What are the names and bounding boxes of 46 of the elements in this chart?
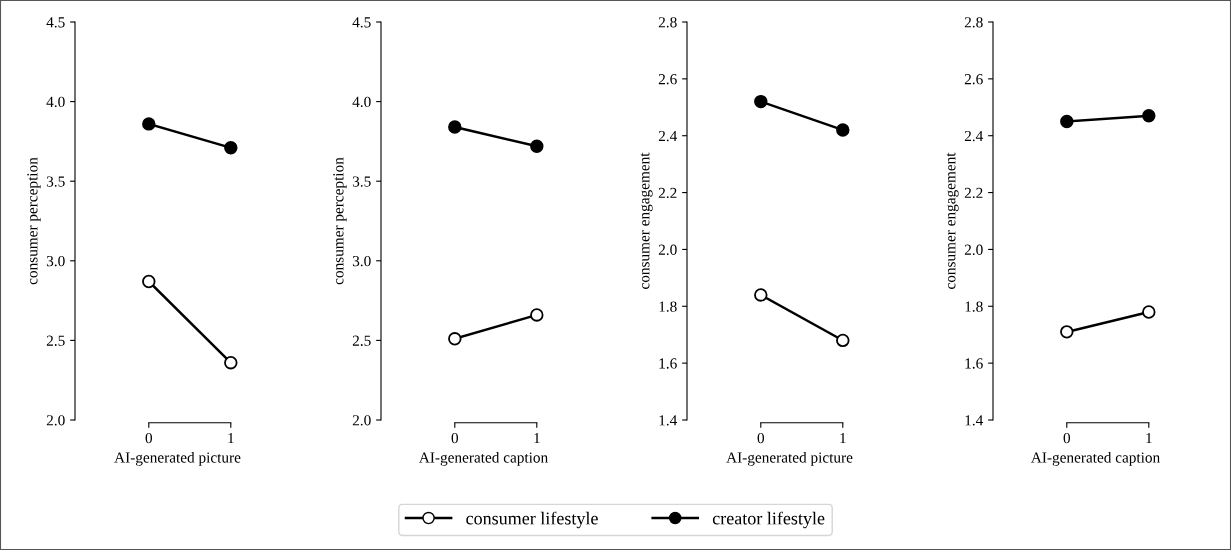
y-tick-label: 2.4 — [964, 130, 984, 142]
y-tick-label: 1.4 — [965, 415, 984, 426]
y-tick-label: 2.0 — [964, 244, 983, 255]
y-tick-label: 1.4 — [659, 415, 678, 426]
y-axis-title: consumer engagement — [946, 152, 959, 289]
y-axis-title: consumer perception — [27, 157, 41, 285]
x-tick-label: 0 — [1063, 432, 1071, 444]
y-tick-label: 4.0 — [352, 96, 371, 108]
x-tick-label: 0 — [757, 432, 765, 444]
y-tick-label: 2.0 — [46, 415, 65, 426]
y-tick-label: 4.0 — [46, 96, 65, 108]
y-axis-title: consumer engagement — [640, 152, 653, 289]
y-tick-label: 1.6 — [965, 358, 983, 369]
y-tick-label: 2.2 — [658, 187, 677, 199]
y-tick-label: 4.5 — [46, 17, 65, 28]
x-axis-title: AI-generated picture — [726, 451, 853, 466]
y-tick-label: 2.8 — [658, 17, 677, 28]
y-tick-label: 3.0 — [352, 255, 371, 267]
y-axis-title: consumer perception — [333, 157, 347, 285]
x-tick-label: 1 — [534, 433, 540, 444]
x-tick-label: 0 — [451, 432, 459, 444]
x-tick-label: 1 — [228, 433, 234, 444]
legend-label: creator lifestyle — [712, 511, 825, 529]
y-tick-label: 2.4 — [658, 130, 678, 142]
y-tick-label: 2.5 — [46, 335, 65, 346]
x-axis-title: AI-generated caption — [1030, 451, 1160, 466]
y-tick-label: 1.6 — [659, 358, 677, 369]
y-tick-label: 2.0 — [658, 244, 677, 255]
y-tick-label: 2.6 — [964, 74, 983, 85]
legend-label: consumer lifestyle — [466, 511, 598, 529]
x-axis-title: AI-generated picture — [114, 451, 241, 466]
y-tick-label: 2.5 — [352, 335, 371, 346]
x-tick-label: 1 — [1146, 433, 1152, 444]
y-tick-label: 1.8 — [659, 301, 677, 312]
y-tick-label: 3.5 — [46, 176, 65, 187]
y-tick-label: 1.8 — [965, 301, 983, 312]
y-tick-label: 3.0 — [46, 255, 65, 267]
y-tick-label: 2.8 — [964, 17, 983, 28]
y-tick-label: 2.0 — [352, 415, 371, 426]
y-tick-label: 2.2 — [964, 187, 983, 199]
x-tick-label: 1 — [840, 433, 846, 444]
y-tick-label: 2.6 — [658, 74, 677, 85]
y-tick-label: 3.5 — [352, 176, 371, 187]
y-tick-label: 4.5 — [352, 17, 371, 28]
x-axis-title: AI-generated caption — [418, 451, 548, 466]
x-tick-label: 0 — [145, 432, 153, 444]
